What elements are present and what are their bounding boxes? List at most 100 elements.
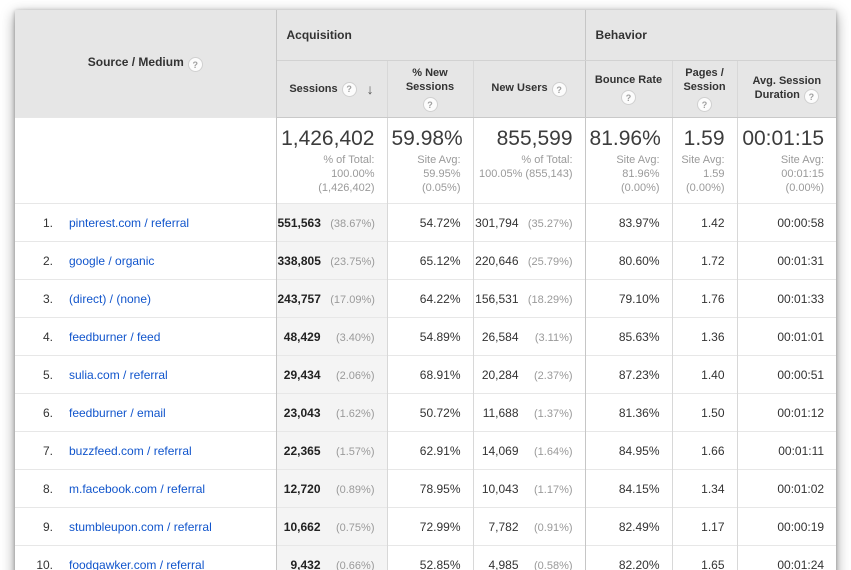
bounce-rate-total: 81.96% bbox=[589, 127, 661, 150]
new-users-pct: (25.79%) bbox=[527, 255, 573, 268]
source-medium-link[interactable]: sulia.com / referral bbox=[69, 367, 168, 382]
row-rank: 6. bbox=[42, 405, 53, 420]
pages-session-cell: 1.42 bbox=[671, 203, 738, 242]
new-users-cell: 7,782 (0.91%) bbox=[472, 507, 586, 546]
help-icon[interactable]: ? bbox=[803, 89, 819, 105]
source-medium-link[interactable]: m.facebook.com / referral bbox=[69, 481, 206, 496]
pages-session-cell: 1.36 bbox=[671, 317, 738, 356]
avg-duration-cell: 00:01:11 bbox=[736, 431, 837, 470]
avg-session-duration-label: Avg. Session Duration bbox=[752, 74, 822, 101]
totals-avg-duration: 00:01:15 Site Avg: 00:01:15 (0.00%) bbox=[736, 117, 837, 204]
source-medium-cell: 10. foodgawker.com / referral bbox=[15, 545, 276, 570]
pages-session-cell: 1.17 bbox=[671, 507, 738, 546]
source-medium-link[interactable]: feedburner / feed bbox=[69, 329, 161, 344]
help-icon[interactable]: ? bbox=[621, 90, 637, 106]
totals-row: 1,426,402 % of Total: 100.00% (1,426,402… bbox=[15, 117, 837, 204]
sessions-cell: 48,429 (3.40%) bbox=[275, 317, 387, 356]
sessions-value: 243,757 bbox=[277, 291, 321, 306]
new-users-cell: 156,531 (18.29%) bbox=[472, 279, 586, 318]
sessions-cell: 338,805 (23.75%) bbox=[275, 241, 387, 280]
column-header-sessions[interactable]: Sessions? ↓ bbox=[275, 60, 387, 118]
new-users-cell: 220,646 (25.79%) bbox=[472, 241, 586, 280]
column-header-pages-session[interactable]: Pages / Session ? bbox=[671, 60, 738, 118]
table-row: 3. (direct) / (none) 243,757 (17.09%) 64.2… bbox=[15, 279, 837, 318]
new-users-cell: 11,688 (1.37%) bbox=[472, 393, 586, 432]
table-row: 7. buzzfeed.com / referral 22,365 (1.57%) … bbox=[15, 431, 837, 470]
help-icon[interactable]: ? bbox=[187, 57, 203, 73]
bounce-rate-cell: 82.20% bbox=[584, 545, 673, 570]
help-icon[interactable]: ? bbox=[697, 97, 713, 113]
new-users-total-subtext: % of Total: 100.05% (855,143) bbox=[478, 154, 573, 180]
row-rank: 10. bbox=[36, 557, 53, 570]
sessions-total: 1,426,402 bbox=[281, 127, 375, 150]
sort-descending-icon[interactable]: ↓ bbox=[366, 81, 374, 98]
source-medium-link[interactable]: feedburner / email bbox=[69, 405, 166, 420]
help-icon[interactable]: ? bbox=[422, 97, 438, 113]
pages-session-label: Pages / Session bbox=[683, 67, 726, 94]
new-users-value: 14,069 bbox=[481, 443, 519, 458]
source-medium-link[interactable]: buzzfeed.com / referral bbox=[69, 443, 192, 458]
column-header-pct-new-sessions[interactable]: % New Sessions ? bbox=[386, 60, 473, 118]
pages-session-cell: 1.66 bbox=[671, 431, 738, 470]
pct-new-sessions-total: 59.98% bbox=[391, 127, 463, 150]
table-row: 1. pinterest.com / referral 551,563 (38.67… bbox=[15, 203, 837, 242]
source-medium-link[interactable]: (direct) / (none) bbox=[69, 291, 152, 306]
new-users-pct: (1.37%) bbox=[534, 407, 573, 420]
source-medium-cell: 6. feedburner / email bbox=[15, 393, 276, 432]
pct-new-sessions-cell: 65.12% bbox=[386, 241, 473, 280]
sessions-pct: (17.09%) bbox=[330, 293, 375, 306]
help-icon[interactable]: ? bbox=[551, 82, 567, 98]
table-row: 6. feedburner / email 23,043 (1.62%) 50.72… bbox=[15, 393, 837, 432]
source-medium-cell: 7. buzzfeed.com / referral bbox=[15, 431, 276, 470]
new-users-value: 156,531 bbox=[475, 291, 519, 306]
sessions-value: 9,432 bbox=[290, 557, 321, 570]
bounce-rate-cell: 83.97% bbox=[584, 203, 673, 242]
table-row: 4. feedburner / feed 48,429 (3.40%) 54.89%… bbox=[15, 317, 837, 356]
pct-new-sessions-cell: 68.91% bbox=[386, 355, 473, 394]
new-users-cell: 10,043 (1.17%) bbox=[472, 469, 586, 508]
sessions-value: 48,429 bbox=[283, 329, 321, 344]
source-medium-link[interactable]: stumbleupon.com / referral bbox=[69, 519, 212, 534]
column-header-new-users[interactable]: New Users? bbox=[472, 60, 586, 118]
row-rank: 8. bbox=[42, 481, 53, 496]
totals-pct-new-sessions: 59.98% Site Avg: 59.95% (0.05%) bbox=[386, 117, 473, 204]
source-medium-link[interactable]: pinterest.com / referral bbox=[69, 215, 190, 230]
sessions-pct: (2.06%) bbox=[335, 369, 375, 382]
column-header-source-medium[interactable]: Source / Medium? bbox=[15, 10, 277, 118]
help-icon[interactable]: ? bbox=[341, 81, 357, 97]
sessions-pct: (3.40%) bbox=[335, 331, 375, 344]
sessions-value: 23,043 bbox=[283, 405, 321, 420]
row-rank: 4. bbox=[42, 329, 53, 344]
new-users-pct: (0.91%) bbox=[534, 521, 573, 534]
avg-duration-cell: 00:00:19 bbox=[736, 507, 837, 546]
bounce-rate-cell: 87.23% bbox=[584, 355, 673, 394]
source-medium-cell: 8. m.facebook.com / referral bbox=[15, 469, 276, 508]
new-users-cell: 301,794 (35.27%) bbox=[472, 203, 586, 242]
pct-new-sessions-cell: 54.89% bbox=[386, 317, 473, 356]
new-users-pct: (1.64%) bbox=[534, 445, 573, 458]
sessions-cell: 23,043 (1.62%) bbox=[275, 393, 387, 432]
pct-new-sessions-cell: 52.85% bbox=[386, 545, 473, 570]
column-header-avg-duration[interactable]: Avg. Session Duration? bbox=[736, 60, 837, 118]
source-medium-cell: 2. google / organic bbox=[15, 241, 276, 280]
sessions-cell: 10,662 (0.75%) bbox=[275, 507, 387, 546]
sessions-pct: (23.75%) bbox=[330, 255, 375, 268]
avg-duration-cell: 00:01:02 bbox=[736, 469, 837, 508]
bounce-rate-label: Bounce Rate bbox=[594, 74, 663, 87]
pages-session-total: 1.59 bbox=[683, 127, 725, 150]
new-users-pct: (2.37%) bbox=[534, 369, 573, 382]
source-medium-report-table: Source / Medium? Acquisition Behavior Se… bbox=[15, 10, 837, 570]
pct-new-sessions-cell: 54.72% bbox=[386, 203, 473, 242]
new-users-value: 220,646 bbox=[475, 253, 519, 268]
new-users-value: 4,985 bbox=[488, 557, 519, 570]
totals-new-users: 855,599 % of Total: 100.05% (855,143) bbox=[472, 117, 586, 204]
source-medium-cell: 1. pinterest.com / referral bbox=[15, 203, 276, 242]
source-medium-link[interactable]: foodgawker.com / referral bbox=[69, 557, 205, 570]
column-header-bounce-rate[interactable]: Bounce Rate ? bbox=[584, 60, 673, 118]
source-medium-link[interactable]: google / organic bbox=[69, 253, 155, 268]
sessions-cell: 243,757 (17.09%) bbox=[275, 279, 387, 318]
source-medium-label: Source / Medium bbox=[87, 54, 184, 69]
new-users-cell: 4,985 (0.58%) bbox=[472, 545, 586, 570]
avg-duration-cell: 00:00:51 bbox=[736, 355, 837, 394]
